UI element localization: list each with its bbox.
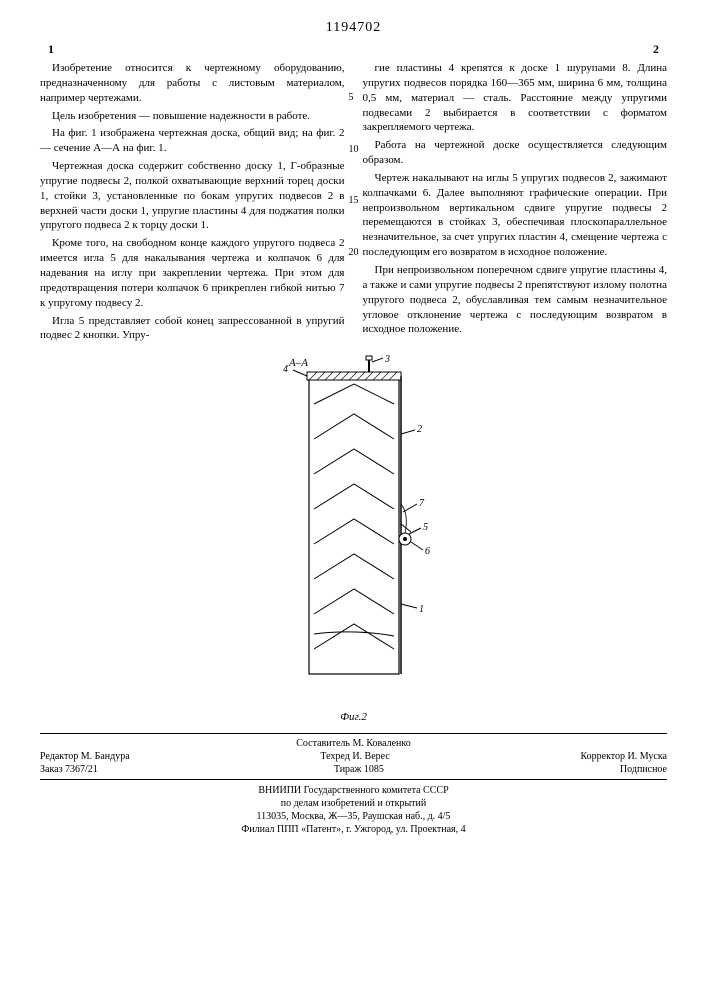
col-num-right: 2: [653, 42, 659, 57]
text-columns: Изобретение относится к чертежному обору…: [40, 61, 667, 346]
footer: Составитель М. Коваленко Редактор М. Бан…: [40, 733, 667, 836]
corrector: Корректор И. Муска: [580, 751, 667, 762]
paragraph: При непроизвольном поперечном сдвиге упр…: [363, 263, 668, 337]
line-marker: 10: [349, 143, 680, 157]
callout-4: 4: [283, 364, 288, 375]
paragraph: Цель изобретения — повышение надежности …: [40, 109, 345, 124]
callout-1: 1: [419, 604, 424, 615]
tirazh: Тираж 1085: [334, 764, 384, 775]
order: Заказ 7367/21: [40, 764, 98, 775]
paragraph: Игла 5 представляет собой конец запрессо…: [40, 314, 345, 344]
line-marker: 15: [349, 194, 680, 208]
callout-2: 2: [417, 424, 422, 435]
thread: [401, 504, 406, 533]
line-marker: 5: [349, 91, 680, 105]
callout-3: 3: [384, 354, 390, 365]
right-column: 5 10 15 20 гие пластины 4 крепятся к дос…: [363, 61, 668, 346]
paragraph: Изобретение относится к чертежному обору…: [40, 61, 345, 106]
figure-2: A–A: [40, 354, 667, 723]
paragraph: На фиг. 1 изображена чертежная доска, об…: [40, 126, 345, 156]
paragraph: Чертежная доска содержит собственно доск…: [40, 159, 345, 233]
left-column: Изобретение относится к чертежному обору…: [40, 61, 345, 346]
footer-org: ВНИИПИ Государственного комитета СССР по…: [40, 779, 667, 836]
line-number-gutter: 5 10 15 20: [349, 91, 680, 259]
document-number: 1194702: [40, 20, 667, 36]
line-marker: 20: [349, 246, 680, 260]
techred: Техред И. Верес: [320, 751, 389, 762]
cap-center: [403, 537, 407, 541]
callout-6: 6: [425, 546, 430, 557]
editor: Редактор М. Бандура: [40, 751, 130, 762]
column-numbers: 1 2: [40, 42, 667, 57]
figure-caption: Фиг.2: [40, 711, 667, 723]
section-label: A–A: [288, 357, 308, 369]
figure-svg: A–A: [269, 354, 439, 704]
subscription: Подписное: [620, 764, 667, 775]
board-outline: [309, 374, 399, 674]
col-num-left: 1: [48, 42, 54, 57]
compiler: Составитель М. Коваленко: [296, 738, 411, 749]
page: 1194702 1 2 Изобретение относится к черт…: [0, 0, 707, 1000]
callout-5: 5: [423, 522, 428, 533]
stand-top: [366, 356, 372, 360]
paragraph: Кроме того, на свободном конце каждого у…: [40, 236, 345, 310]
callout-7: 7: [419, 498, 425, 509]
